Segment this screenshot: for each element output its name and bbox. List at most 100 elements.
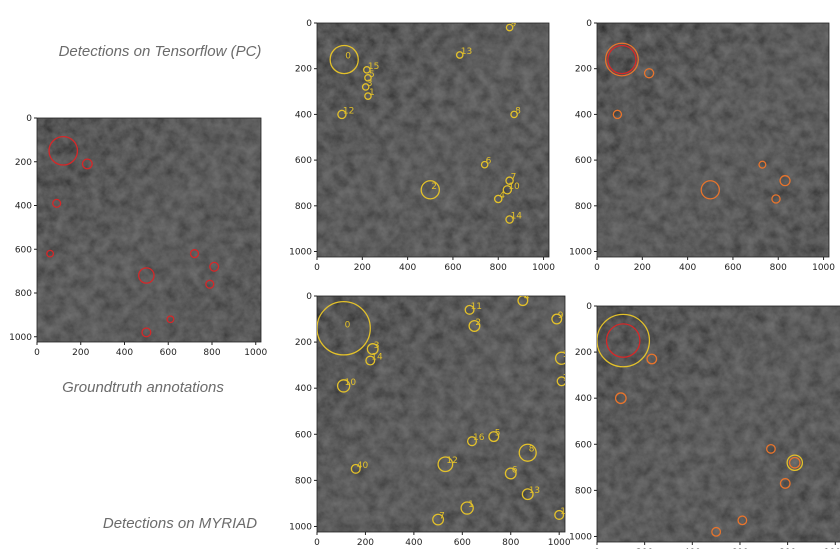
y-tick-label: 600 [575, 440, 592, 450]
detection-label: 13 [529, 486, 540, 496]
x-tick-label: 200 [354, 263, 371, 273]
x-tick-label: 800 [203, 348, 220, 358]
x-tick-label: 200 [72, 348, 89, 358]
x-tick-label: 400 [116, 348, 133, 358]
y-tick-label: 1000 [569, 532, 592, 542]
detection-label: 0 [345, 320, 351, 330]
detection-label: 5 [495, 429, 501, 439]
detection-label: 9 [558, 311, 564, 321]
caption: Detections on MYRIAD [103, 515, 257, 532]
x-tick-label: 600 [160, 348, 177, 358]
x-tick-label: 1000 [244, 348, 267, 358]
x-tick-label: 200 [357, 538, 374, 548]
detection-label: 14 [511, 212, 523, 222]
image [37, 118, 261, 342]
y-tick-label: 600 [295, 430, 312, 440]
y-tick-label: 0 [586, 302, 592, 312]
x-tick-label: 800 [502, 538, 519, 548]
detection-label: 40 [357, 461, 369, 471]
y-tick-label: 200 [575, 348, 592, 358]
y-tick-label: 200 [575, 65, 592, 75]
detection-label: 15 [563, 350, 574, 360]
y-tick-label: 200 [15, 158, 32, 168]
caption: Detections on Tensorflow (PC) [59, 43, 262, 60]
y-tick-label: 200 [295, 65, 312, 75]
y-tick-label: 400 [575, 110, 592, 120]
detection-label: 3 [374, 341, 380, 351]
detection-label: 14 [371, 353, 383, 363]
y-tick-label: 0 [306, 19, 312, 29]
x-tick-label: 800 [490, 263, 507, 273]
page: Detections on Tensorflow (PC) Groundtrut… [0, 0, 840, 549]
detection-label: 8 [529, 445, 535, 455]
x-tick-label: 200 [634, 263, 651, 273]
y-tick-label: 400 [295, 110, 312, 120]
image [317, 23, 549, 257]
detection-label: 8 [515, 106, 521, 116]
x-tick-label: 400 [405, 538, 422, 548]
x-tick-label: 600 [444, 263, 461, 273]
image-panel: 0200400600800100002004006008001000 [569, 19, 835, 273]
y-tick-label: 800 [15, 289, 32, 299]
image-panel: 0200400600800100002004006008001000013155… [289, 19, 555, 273]
detection-label: 9 [511, 20, 517, 30]
x-tick-label: 600 [454, 538, 471, 548]
y-tick-label: 800 [295, 202, 312, 212]
detection-label: 12 [446, 456, 457, 466]
x-tick-label: 1000 [812, 263, 835, 273]
y-tick-label: 200 [295, 338, 312, 348]
detection-label: 1 [369, 88, 375, 98]
y-tick-label: 400 [15, 202, 32, 212]
x-tick-label: 400 [399, 263, 416, 273]
y-tick-label: 1000 [289, 522, 312, 532]
detection-label: 1 [468, 500, 474, 510]
detection-label: 13 [461, 47, 472, 57]
detection-label: 17 [563, 373, 574, 383]
detection-label: 4 [499, 191, 505, 201]
detection-label: 19 [560, 507, 572, 517]
x-tick-label: 600 [724, 263, 741, 273]
x-tick-label: 1000 [532, 263, 555, 273]
y-tick-label: 800 [575, 486, 592, 496]
y-tick-label: 0 [586, 19, 592, 29]
detection-label: 6 [512, 465, 518, 475]
detection-label: 0 [345, 52, 351, 62]
figure: Detections on Tensorflow (PC) Groundtrut… [0, 0, 840, 549]
detection-label: 2 [475, 318, 481, 328]
y-tick-label: 800 [575, 202, 592, 212]
y-tick-label: 0 [26, 114, 32, 124]
image [597, 23, 829, 257]
y-tick-label: 600 [575, 156, 592, 166]
image [317, 296, 565, 532]
detection-label: 12 [343, 106, 354, 116]
y-tick-label: 800 [295, 476, 312, 486]
image [597, 306, 840, 542]
y-tick-label: 400 [295, 384, 312, 394]
y-tick-label: 600 [15, 245, 32, 255]
x-tick-label: 400 [679, 263, 696, 273]
y-tick-label: 400 [575, 394, 592, 404]
x-tick-label: 0 [314, 263, 320, 273]
x-tick-label: 1000 [548, 538, 571, 548]
x-tick-label: 0 [314, 538, 320, 548]
y-tick-label: 1000 [9, 333, 32, 343]
y-tick-label: 1000 [289, 248, 312, 258]
x-tick-label: 0 [594, 263, 600, 273]
detection-label: 16 [473, 433, 485, 443]
detection-label: 11 [471, 302, 482, 312]
y-tick-label: 1000 [569, 248, 592, 258]
x-tick-label: 800 [770, 263, 787, 273]
detection-label: 6 [486, 157, 492, 167]
y-tick-label: 0 [306, 292, 312, 302]
detection-label: 7 [439, 512, 445, 522]
y-tick-label: 600 [295, 156, 312, 166]
x-tick-label: 0 [34, 348, 40, 358]
detection-label: 2 [431, 182, 437, 192]
detection-label: 10 [345, 378, 357, 388]
detection-label: 4 [524, 293, 530, 303]
caption: Groundtruth annotations [62, 379, 224, 396]
detection-label: 10 [508, 182, 520, 192]
